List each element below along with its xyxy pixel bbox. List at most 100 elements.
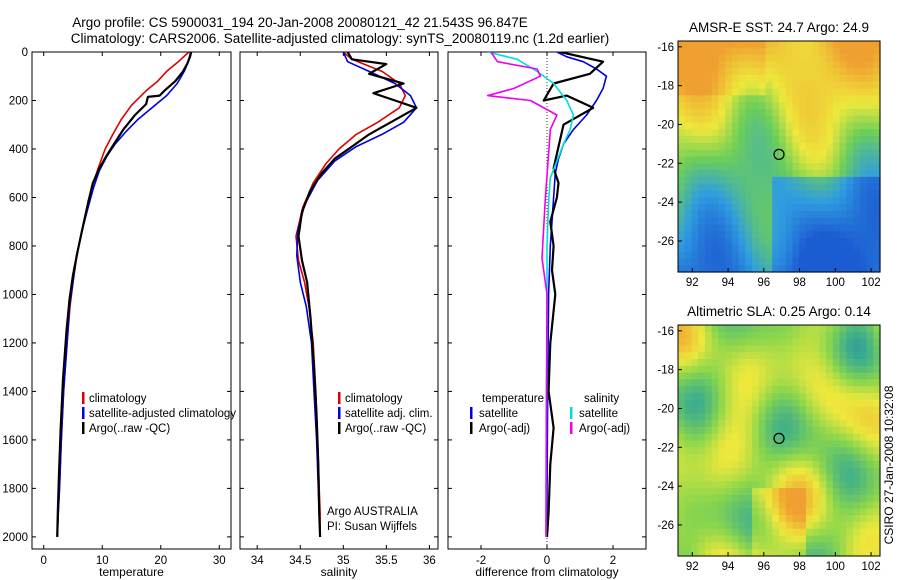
sla_map-heatmap-cell bbox=[738, 372, 746, 380]
sst_map-heatmap-cell bbox=[826, 163, 834, 171]
sst_map-heatmap-cell bbox=[805, 129, 814, 137]
sla_map-heatmap-cell bbox=[873, 338, 881, 346]
sla_map-heatmap-cell bbox=[691, 372, 699, 380]
sla_map-heatmap-cell bbox=[792, 447, 800, 455]
sla_map-heatmap-cell bbox=[772, 460, 780, 469]
sst_map-xtick-label: 96 bbox=[757, 277, 770, 289]
sla_map-heatmap-cell bbox=[846, 447, 854, 455]
sla_map-heatmap-cell bbox=[772, 494, 780, 503]
sst_map-heatmap-cell bbox=[765, 231, 773, 239]
sla_map-heatmap-cell bbox=[758, 481, 767, 489]
sla_map-heatmap-cell bbox=[826, 467, 834, 476]
sla_map-heatmap-cell bbox=[718, 433, 726, 442]
sst_map-heatmap-cell bbox=[799, 108, 807, 117]
sla_map-heatmap-cell bbox=[792, 522, 800, 530]
sst_map-heatmap-cell bbox=[731, 204, 740, 212]
sla_map-heatmap-cell bbox=[684, 474, 693, 482]
sla_map-heatmap-cell bbox=[866, 460, 874, 469]
sst_map-heatmap-cell bbox=[805, 115, 814, 124]
sst_map-heatmap-cell bbox=[839, 88, 847, 96]
sla_map-heatmap-cell bbox=[765, 331, 773, 340]
sst_map-heatmap-cell bbox=[725, 41, 733, 49]
sla_map-map-frame bbox=[677, 324, 881, 557]
sla_map-heatmap-cell bbox=[731, 358, 740, 367]
sla_map-heatmap-cell bbox=[731, 501, 740, 510]
sst_map-heatmap-cell bbox=[799, 197, 807, 205]
sla_map-heatmap-cell bbox=[785, 420, 794, 428]
sla_map-heatmap-cell bbox=[792, 549, 800, 557]
sst_map-heatmap-cell bbox=[873, 224, 881, 232]
sst_map-heatmap-cell bbox=[691, 156, 699, 164]
sst_map-heatmap-cell bbox=[819, 74, 827, 83]
sst_map-heatmap-cell bbox=[873, 244, 881, 253]
sla_map-heatmap-cell bbox=[839, 542, 847, 550]
sla_map-heatmap-cell bbox=[819, 420, 827, 428]
sla_map-heatmap-cell bbox=[839, 426, 847, 435]
sla_map-heatmap-cell bbox=[799, 413, 807, 421]
side-timestamp-label: CSIRO 27-Jan-2008 10:32:08 bbox=[882, 385, 896, 544]
sst_map-heatmap-cell bbox=[698, 149, 706, 158]
sla_map-heatmap-cell bbox=[779, 440, 787, 448]
sla_map-heatmap-cell bbox=[684, 358, 693, 367]
sla_map-heatmap-cell bbox=[819, 454, 827, 462]
sla_map-heatmap-cell bbox=[805, 426, 814, 435]
sst_map-heatmap-cell bbox=[772, 204, 780, 212]
sst_map-heatmap-cell bbox=[785, 163, 794, 171]
sst_map-heatmap-cell bbox=[691, 108, 699, 117]
sst_map-heatmap-cell bbox=[725, 183, 733, 192]
sla_map-heatmap-cell bbox=[752, 528, 760, 537]
sla_map-heatmap-cell bbox=[873, 392, 881, 401]
sst_map-heatmap-cell bbox=[832, 265, 841, 273]
sst_map-heatmap-cell bbox=[859, 142, 868, 151]
sla_map-heatmap-cell bbox=[812, 467, 820, 476]
sst_map-heatmap-cell bbox=[772, 224, 780, 232]
sla_map-heatmap-cell bbox=[678, 331, 686, 340]
sst_map-heatmap-cell bbox=[691, 183, 699, 192]
sla_map-heatmap-cell bbox=[738, 379, 746, 387]
sst_map-heatmap-cell bbox=[805, 231, 814, 239]
sla_map-heatmap-cell bbox=[745, 372, 753, 380]
sst_map-heatmap-cell bbox=[725, 47, 733, 56]
sst_map-heatmap-cell bbox=[866, 54, 874, 62]
sst_map-heatmap-cell bbox=[805, 47, 814, 56]
sla_map-heatmap-cell bbox=[718, 467, 726, 476]
sla_map-heatmap-cell bbox=[846, 481, 854, 489]
sla_map-heatmap-cell bbox=[772, 467, 780, 476]
sla_map-heatmap-cell bbox=[819, 474, 827, 482]
sla_map-heatmap-cell bbox=[765, 406, 773, 414]
sla_map-heatmap-cell bbox=[832, 392, 841, 401]
sst_map-heatmap-cell bbox=[853, 149, 861, 158]
sla_map-heatmap-cell bbox=[873, 522, 881, 530]
temperature-xtick-label: 0 bbox=[41, 555, 47, 567]
sla_map-heatmap-cell bbox=[731, 338, 740, 346]
sst_map-heatmap-cell bbox=[691, 61, 699, 69]
sst_map-heatmap-cell bbox=[785, 54, 794, 62]
sla_map-heatmap-cell bbox=[826, 460, 834, 469]
sst_map-heatmap-cell bbox=[731, 217, 740, 226]
sst_map-heatmap-cell bbox=[704, 88, 713, 96]
sst_map-heatmap-cell bbox=[704, 102, 713, 110]
sst_map-heatmap-cell bbox=[792, 238, 800, 246]
sst_map-heatmap-cell bbox=[779, 88, 787, 96]
sst_map-heatmap-cell bbox=[866, 47, 874, 56]
sst_map-heatmap-cell bbox=[792, 217, 800, 226]
sst_map-heatmap-cell bbox=[718, 156, 726, 164]
sla_map-heatmap-cell bbox=[853, 433, 861, 442]
sst_map-heatmap-cell bbox=[799, 61, 807, 69]
sla_map-heatmap-cell bbox=[765, 460, 773, 469]
sla_map-heatmap-cell bbox=[853, 440, 861, 448]
sla_map-heatmap-cell bbox=[819, 433, 827, 442]
sst_map-heatmap-cell bbox=[704, 244, 713, 253]
sla_map-heatmap-cell bbox=[684, 433, 693, 442]
sst_map-heatmap-cell bbox=[731, 136, 740, 144]
sst_map-heatmap-cell bbox=[678, 170, 686, 178]
sla_map-heatmap-cell bbox=[805, 386, 814, 394]
sst_map-heatmap-cell bbox=[698, 197, 706, 205]
sla_map-xtick-label: 102 bbox=[861, 561, 880, 573]
sst_map-heatmap-cell bbox=[711, 108, 719, 117]
sst_map-heatmap-cell bbox=[725, 210, 733, 219]
sst_map-heatmap-cell bbox=[745, 74, 753, 83]
sla_map-heatmap-cell bbox=[799, 386, 807, 394]
sst_map-heatmap-cell bbox=[819, 88, 827, 96]
sst_map-heatmap-cell bbox=[691, 265, 699, 273]
